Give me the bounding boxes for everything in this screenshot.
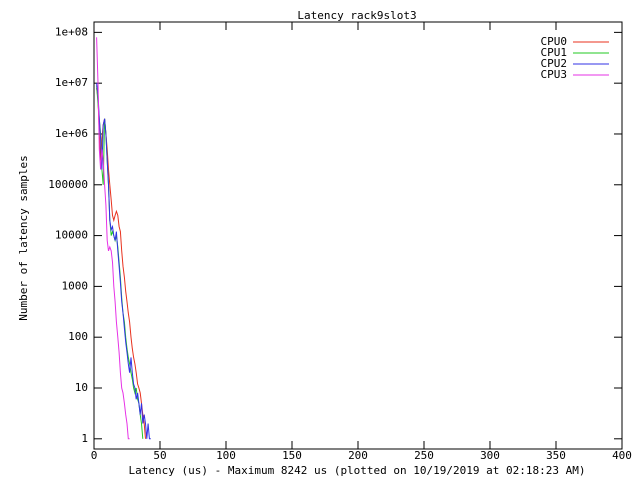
legend-label: CPU2 <box>541 57 568 70</box>
x-tick-label: 200 <box>348 449 368 462</box>
x-tick-label: 300 <box>480 449 500 462</box>
legend-label: CPU0 <box>541 35 568 48</box>
x-tick-label: 100 <box>216 449 236 462</box>
y-axis-label: Number of latency samples <box>17 155 30 321</box>
y-tick-label: 1e+08 <box>55 25 88 38</box>
y-tick-label: 100 <box>68 330 88 343</box>
x-tick-label: 250 <box>414 449 434 462</box>
y-tick-label: 10000 <box>55 229 88 242</box>
y-tick-label: 1 <box>81 432 88 445</box>
series-line <box>97 83 174 439</box>
chart-title: Latency rack9slot3 <box>297 9 416 22</box>
legend-label: CPU3 <box>541 68 568 81</box>
y-tick-label: 100000 <box>48 178 88 191</box>
x-tick-label: 350 <box>546 449 566 462</box>
x-tick-label: 400 <box>612 449 632 462</box>
x-tick-label: 150 <box>282 449 302 462</box>
x-axis-label: Latency (us) - Maximum 8242 us (plotted … <box>129 464 586 477</box>
plot-border <box>93 21 623 450</box>
y-tick-label: 1000 <box>62 279 89 292</box>
x-tick-label: 0 <box>91 449 98 462</box>
series-line <box>96 85 144 439</box>
y-tick-label: 10 <box>75 381 88 394</box>
y-tick-label: 1e+07 <box>55 76 88 89</box>
legend-label: CPU1 <box>541 46 568 59</box>
series-line <box>96 37 130 440</box>
y-tick-label: 1e+06 <box>55 127 88 140</box>
x-tick-label: 50 <box>153 449 166 462</box>
